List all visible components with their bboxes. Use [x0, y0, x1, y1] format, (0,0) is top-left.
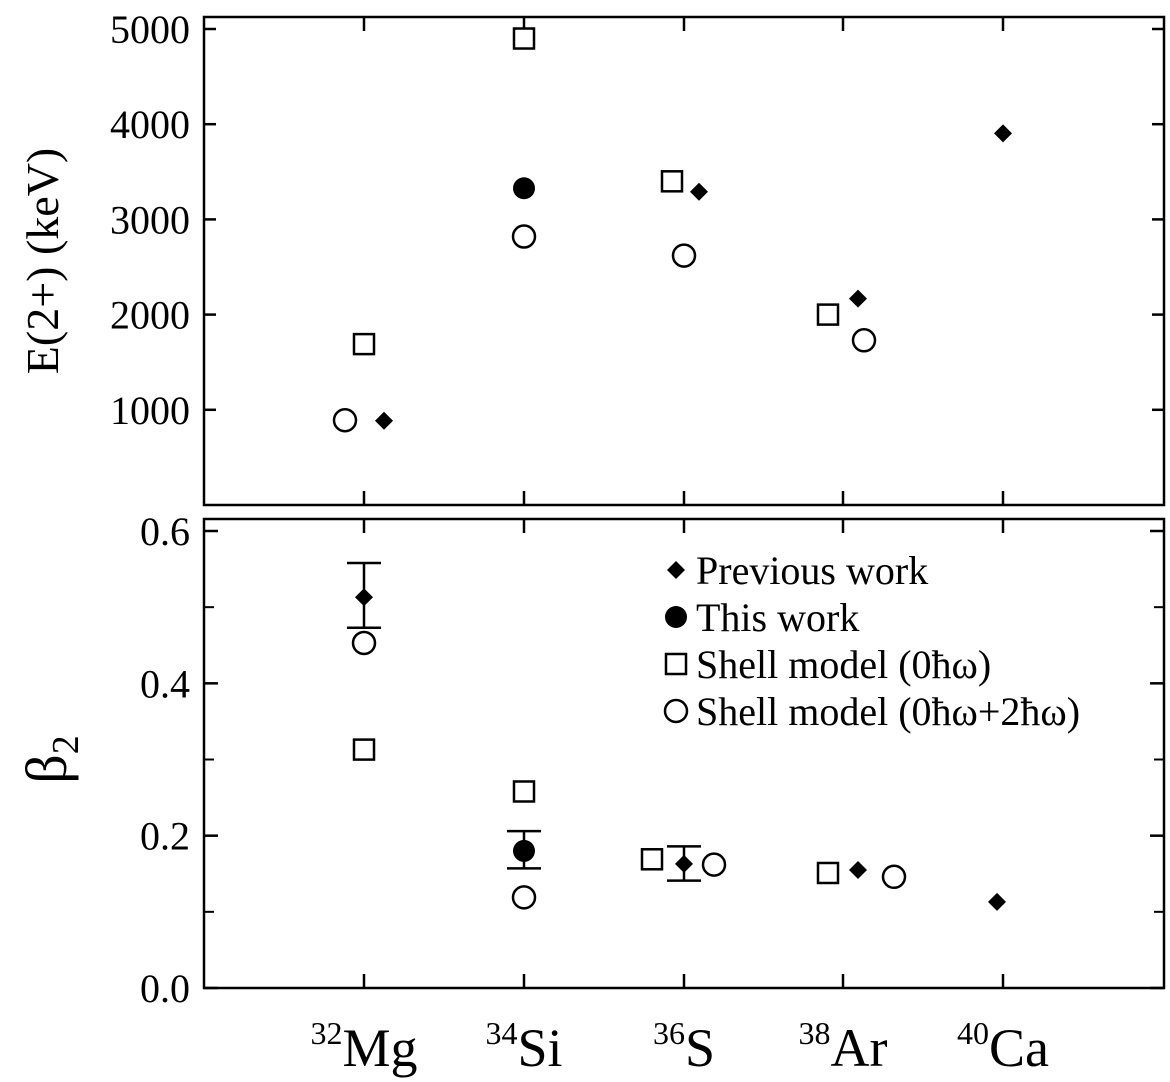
bottom-panel: 0.0 0.2 0.4 0.6 β2	[14, 509, 1166, 1011]
legend-marker-circle-filled	[665, 606, 687, 628]
top-point-diamond-filled-32Mg	[375, 411, 393, 430]
bottom-point-diamond-filled-38Ar	[849, 860, 867, 879]
top-point-circle-filled-34Si	[513, 177, 535, 200]
bottom-point-square-open-36S	[640, 848, 664, 871]
top-ytick-label: 1000	[110, 388, 190, 433]
bottom-ylabel: β2	[14, 735, 87, 784]
category-label-Si: 34Si	[485, 1015, 562, 1078]
top-point-diamond-filled-36S	[690, 182, 708, 201]
top-ytick-label: 4000	[110, 102, 190, 147]
legend-marker-square-open	[664, 652, 688, 676]
top-ylabel: E(2+) (keV)	[17, 148, 68, 374]
top-point-circle-open-36S	[671, 243, 697, 268]
top-point-square-open-38Ar	[816, 303, 840, 326]
top-point-circle-open-34Si	[511, 224, 537, 249]
legend-label: This work	[696, 595, 859, 640]
bottom-point-square-open-32Mg	[352, 738, 376, 761]
bottom-ytick-label: 0.4	[140, 661, 190, 706]
top-ytick-label: 5000	[110, 7, 190, 52]
legend-marker-circle-open	[663, 698, 689, 724]
bottom-ytick-label: 0.6	[140, 509, 190, 554]
category-label-Ar: 38Ar	[799, 1015, 888, 1078]
legend-label: Previous work	[696, 548, 928, 593]
top-point-circle-open-32Mg	[332, 408, 358, 433]
category-axis: 32Mg 34Si 36S 38Ar 40Ca	[310, 1015, 1049, 1078]
top-ytick-label: 3000	[110, 197, 190, 242]
category-label-Ca: 40Ca	[957, 1015, 1049, 1078]
legend-label: Shell model (0ħω+2ħω)	[696, 689, 1080, 734]
category-label-Mg: 32Mg	[310, 1015, 417, 1078]
bottom-point-diamond-filled-32Mg	[355, 588, 373, 607]
bottom-point-diamond-filled-40Ca	[988, 892, 1006, 911]
bottom-point-square-open-38Ar	[816, 861, 840, 885]
bottom-point-square-open-34Si	[512, 780, 536, 803]
bottom-ytick-label: 0.0	[140, 966, 190, 1011]
bottom-point-circle-open-36S	[701, 852, 727, 877]
top-point-diamond-filled-38Ar	[849, 289, 867, 308]
top-point-square-open-34Si	[512, 27, 536, 50]
bottom-point-circle-filled-34Si	[513, 839, 535, 862]
top-ytick-label: 2000	[110, 293, 190, 338]
legend-marker-diamond-filled	[667, 561, 685, 579]
legend-label: Shell model (0ħω)	[696, 642, 991, 687]
top-point-square-open-32Mg	[352, 332, 376, 356]
bottom-point-circle-open-34Si	[511, 885, 537, 910]
bottom-point-circle-open-32Mg	[351, 630, 377, 656]
bottom-point-circle-open-38Ar	[881, 864, 907, 890]
bottom-ytick-label: 0.2	[140, 814, 190, 859]
bottom-panel-frame	[202, 517, 1166, 990]
top-point-square-open-36S	[660, 170, 684, 193]
category-label-S: 36S	[653, 1015, 715, 1078]
top-panel: 1000 2000 3000 4000 5000 E(2+) (keV)	[17, 7, 1166, 507]
top-point-circle-open-38Ar	[851, 328, 877, 353]
bottom-point-diamond-filled-36S	[675, 854, 693, 873]
top-point-diamond-filled-40Ca	[994, 124, 1012, 143]
